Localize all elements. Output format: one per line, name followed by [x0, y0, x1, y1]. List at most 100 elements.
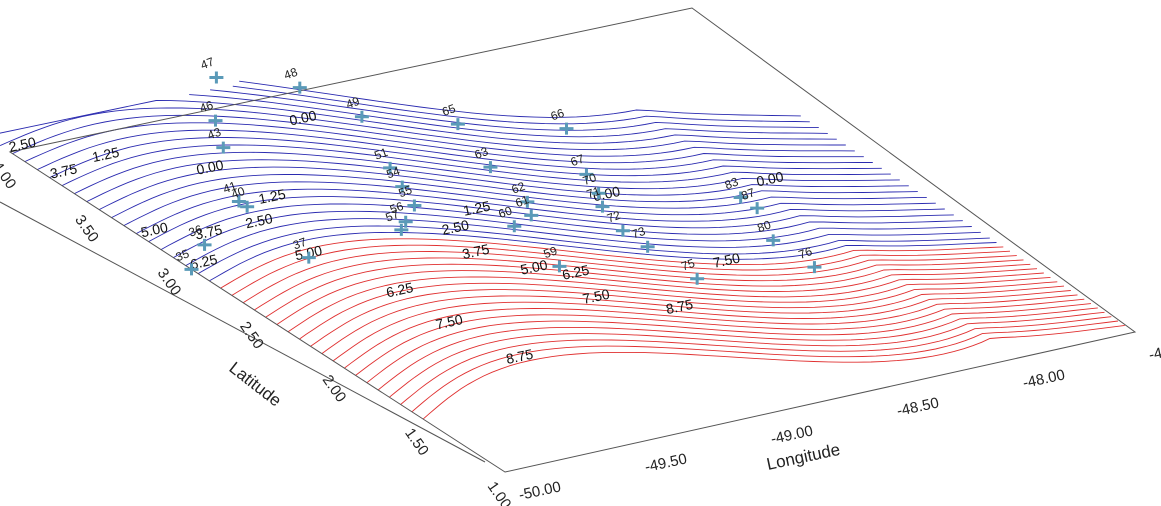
station-marker: 61	[513, 192, 539, 222]
contour-label: 7.50	[434, 311, 464, 332]
contour-line	[197, 225, 990, 274]
station-label: 71	[585, 184, 603, 202]
x-tick-label: -49.00	[769, 422, 814, 447]
contour-line	[210, 89, 819, 131]
contour-label: 7.50	[711, 249, 741, 270]
station-label: 62	[510, 179, 528, 197]
station-cross	[595, 200, 610, 213]
contour-labels: 0.00 0.00 1.25 2.50 3.75 1.25 2.50 3.75 5.00 6.25…	[7, 107, 785, 367]
x-tick-label: -48.50	[895, 394, 940, 419]
contour-label: 2.50	[244, 210, 274, 231]
station-marker: 59	[542, 243, 567, 273]
station-cross	[292, 81, 307, 94]
station-label: 54	[384, 164, 402, 182]
station-label: 35	[174, 246, 192, 264]
station-label: 67	[569, 151, 587, 169]
contour-line	[135, 188, 945, 234]
station-label: 63	[473, 144, 491, 162]
station-label: 55	[397, 182, 415, 200]
contour-label: 1.25	[257, 186, 287, 207]
station-label: 57	[384, 207, 402, 225]
station-label: 66	[549, 106, 567, 124]
contour-line	[299, 276, 1051, 340]
contour-label: 0.00	[755, 168, 785, 189]
contour-label: 3.75	[461, 241, 491, 262]
station-label: 80	[755, 217, 773, 235]
x-tick-label: -48.00	[1021, 366, 1066, 391]
contour-line	[0, 100, 837, 144]
y-tick-label: 1.00	[484, 479, 515, 506]
station-marker: 75	[679, 256, 705, 285]
station-cross	[640, 240, 655, 253]
station-marker: 62	[510, 179, 535, 208]
station-cross	[354, 110, 369, 123]
contour-label: 5.00	[519, 256, 549, 277]
contour-label: 6.25	[561, 261, 591, 282]
station-cross	[552, 260, 567, 273]
plot-frame-outline	[8, 7, 1137, 473]
contour-label: 3.75	[194, 221, 224, 242]
station-label: 83	[723, 174, 741, 192]
station-marker: 46	[198, 98, 223, 127]
station-label: 75	[679, 256, 697, 274]
station-cross	[690, 272, 705, 285]
contour-line	[37, 129, 873, 171]
station-cross	[559, 122, 574, 135]
station-cross	[301, 251, 316, 264]
contour-line	[61, 144, 891, 187]
station-marker: 60	[497, 203, 522, 233]
contour-line	[86, 159, 909, 203]
contour-line	[74, 151, 900, 195]
y-tick-label: 2.00	[319, 372, 350, 406]
x-tick-label: -50.00	[517, 478, 562, 503]
station-cross	[383, 161, 398, 174]
station-marker: 35	[174, 246, 199, 276]
station-marker: 65	[440, 101, 465, 131]
station-cross	[615, 224, 630, 237]
station-cross	[407, 199, 422, 212]
station-label: 60	[497, 203, 515, 221]
y-tick-label: 4.00	[0, 159, 19, 193]
station-label: 41	[221, 178, 239, 196]
station-label: 40	[229, 184, 247, 202]
station-cross	[209, 71, 224, 84]
station-marker: 66	[549, 106, 574, 135]
station-cross	[733, 191, 748, 204]
contour-line	[332, 290, 1071, 362]
station-marker: 57	[384, 207, 409, 236]
station-cross	[398, 215, 413, 228]
contour-line	[232, 85, 810, 125]
station-label: 59	[542, 243, 560, 261]
contour-label: 0.00	[195, 156, 225, 177]
station-cross	[240, 200, 255, 213]
contour-line	[389, 311, 1105, 398]
station-cross	[197, 238, 212, 251]
contour-label: 8.75	[505, 346, 535, 367]
station-label: 46	[198, 98, 216, 116]
station-marker: 41	[221, 178, 246, 208]
contour-label: 6.25	[189, 251, 219, 272]
station-cross	[231, 195, 246, 208]
contour-line	[265, 263, 1031, 318]
station-cross	[395, 180, 410, 193]
station-cross	[184, 263, 199, 276]
station-marker: 67	[569, 151, 594, 181]
station-marker: 37	[291, 235, 316, 264]
station-marker: 73	[630, 224, 655, 253]
y-axis-title: Latitude	[226, 358, 285, 410]
station-marker: 87	[739, 185, 765, 215]
contour-label: 1.25	[91, 144, 121, 165]
station-cross	[394, 223, 409, 236]
contour-label: 7.50	[581, 286, 611, 307]
station-marker: 70	[581, 170, 606, 200]
station-label: 51	[372, 145, 390, 163]
station-marker: 80	[755, 217, 781, 247]
station-marker: 48	[282, 65, 307, 94]
contour-label: 2.50	[440, 217, 470, 238]
station-cross	[483, 161, 498, 174]
station-marker: 47	[199, 54, 224, 84]
station-marker: 83	[723, 174, 748, 204]
station-marker: 36	[187, 222, 212, 251]
